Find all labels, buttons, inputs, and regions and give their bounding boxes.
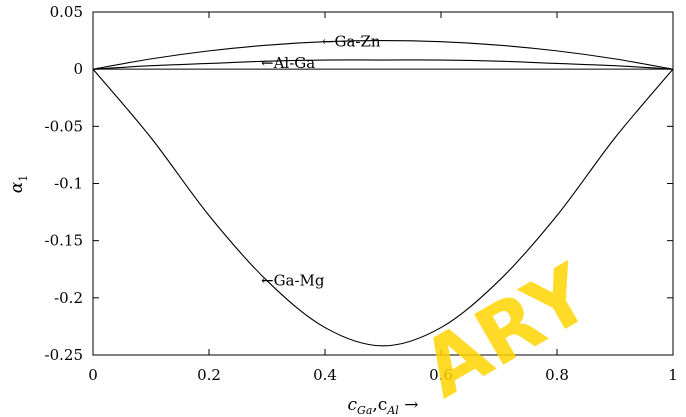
axis-ticks: 0 0.2 0.4 0.6 0.8 1 0.05 0 -0.05 -0.1 -0.15 -0.2 -0.… [45, 3, 678, 384]
x-tick-label: 0.6 [429, 366, 453, 384]
x-tick-label: 0 [88, 366, 98, 384]
series-line-ga-mg [92, 68, 674, 347]
y-axis-label: α1 [7, 175, 30, 193]
annotations-group: ←Ga-Zn ←Al-Ga ←Ga-Mg [261, 33, 381, 290]
y-tick-label: -0.1 [54, 175, 83, 193]
y-tick-label: -0.2 [54, 289, 83, 307]
series-annotation: ←Al-Ga [261, 54, 315, 72]
x-axis-label: cGa,cAl → [348, 395, 419, 417]
watermark: ARY [406, 246, 607, 416]
series-line-al-ga [92, 59, 674, 70]
series-group [92, 40, 674, 347]
y-tick-label: 0.05 [50, 3, 83, 21]
y-tick-label: -0.25 [45, 346, 83, 364]
y-tick-label: 0 [73, 60, 83, 78]
x-tick-label: 0.4 [313, 366, 337, 384]
y-tick-label: -0.15 [45, 232, 83, 250]
series-annotation: ←Ga-Zn [322, 33, 381, 51]
series-line-ga-zn [92, 40, 674, 70]
x-tick-label: 1 [668, 366, 678, 384]
x-tick-label: 0.2 [197, 366, 221, 384]
x-tick-label: 0.8 [545, 366, 569, 384]
y-tick-label: -0.05 [45, 117, 83, 135]
series-annotation: ←Ga-Mg [261, 272, 325, 290]
